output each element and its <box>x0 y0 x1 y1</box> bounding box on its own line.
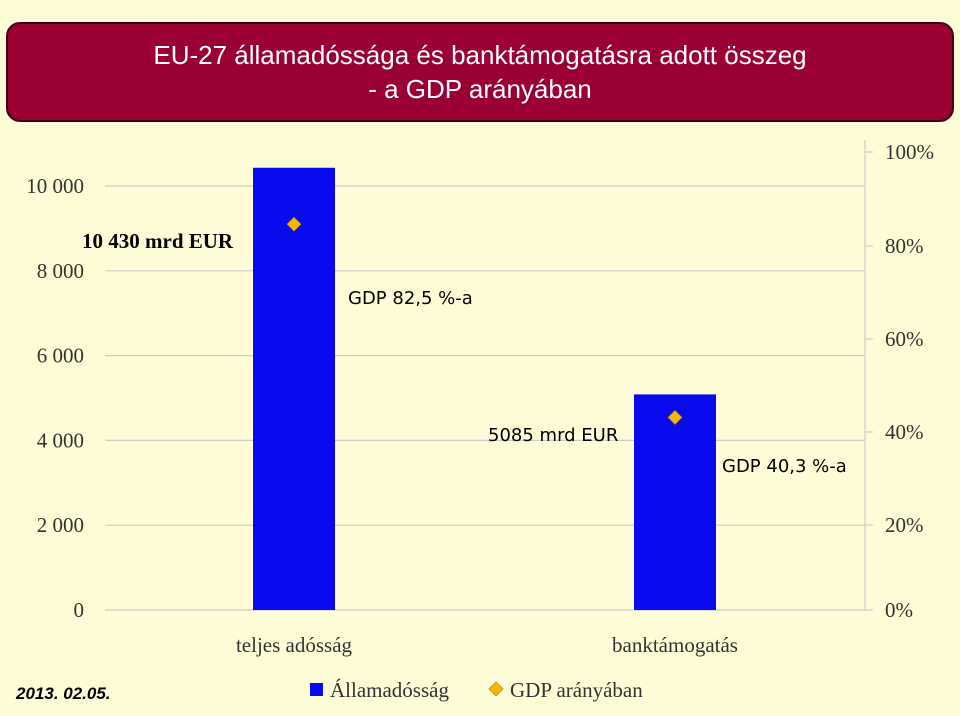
left-tick-label: 8 000 <box>37 259 84 283</box>
gdp-markers <box>286 216 683 425</box>
bars <box>253 167 716 610</box>
right-tick-label: 80% <box>885 234 924 258</box>
right-tick-label: 40% <box>885 420 924 444</box>
date-label: 2013. 02.05. <box>16 684 111 703</box>
left-tick-label: 0 <box>74 598 85 622</box>
left-axis-ticks: 0 2 000 4 000 6 000 8 000 10 000 <box>26 174 84 622</box>
legend-bar-swatch <box>310 683 323 696</box>
left-tick-label: 10 000 <box>26 174 84 198</box>
title-banner: EU-27 államadóssága és banktámogatásra a… <box>6 22 954 122</box>
right-tick-label: 0% <box>885 598 913 622</box>
category-label: teljes adósság <box>236 633 353 657</box>
gdp-marker <box>667 410 683 425</box>
left-tick-label: 2 000 <box>37 513 84 537</box>
annotation-total-debt-gdp: GDP 82,5 %-a <box>348 288 473 309</box>
bar-teljes-adossag <box>253 167 335 610</box>
annotation-bank-support-gdp: GDP 40,3 %-a <box>722 456 847 477</box>
annotation-bank-support-value: 5085 mrd EUR <box>488 425 618 446</box>
chart-title-line1: EU-27 államadóssága és banktámogatásra a… <box>153 40 807 70</box>
category-labels: teljes adósság banktámogatás <box>236 633 738 657</box>
right-tick-label: 60% <box>885 327 924 351</box>
left-tick-label: 6 000 <box>37 344 84 368</box>
chart-title-line2: - a GDP arányában <box>368 74 592 104</box>
gridlines <box>105 140 866 611</box>
bar-banktamogatas <box>634 394 716 610</box>
legend-label-marker: GDP arányában <box>510 678 643 702</box>
gdp-marker <box>286 216 302 232</box>
right-axis-ticks: 0% 20% 40% 60% 80% 100% <box>865 140 934 622</box>
legend: Államadósság GDP arányában <box>310 678 643 702</box>
legend-label-bar: Államadósság <box>330 678 449 702</box>
right-tick-label: 100% <box>885 140 934 164</box>
category-label: banktámogatás <box>612 633 738 657</box>
right-tick-label: 20% <box>885 513 924 537</box>
annotation-total-debt-value: 10 430 mrd EUR <box>82 229 234 253</box>
left-tick-label: 4 000 <box>37 428 84 452</box>
legend-diamond-swatch <box>488 681 504 697</box>
